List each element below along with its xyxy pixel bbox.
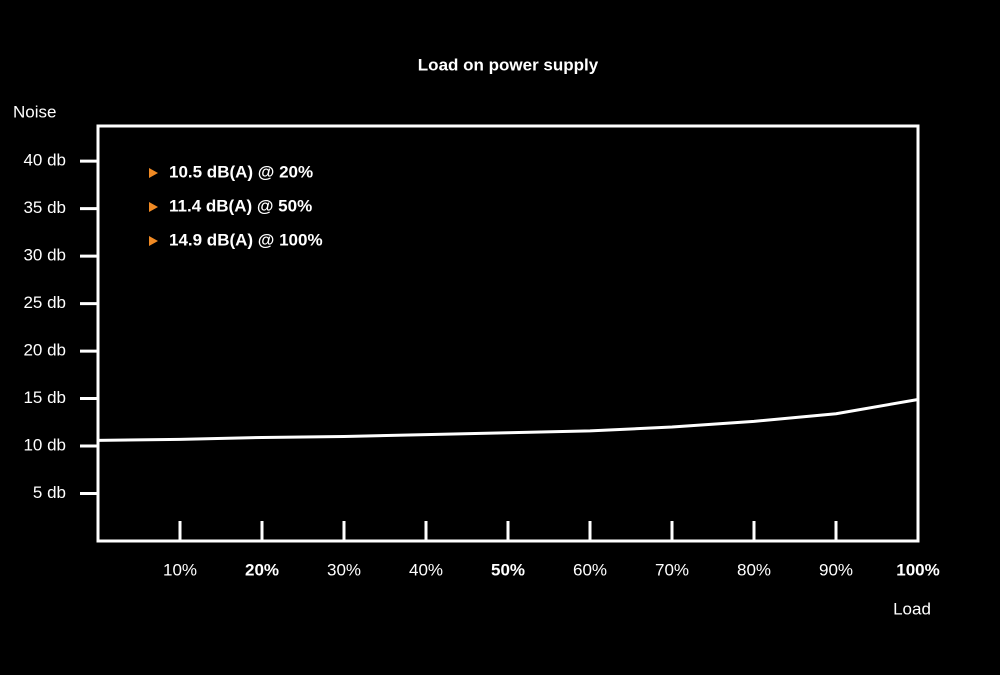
y-tick-label: 10 db [23,436,66,455]
y-tick-label: 30 db [23,246,66,265]
x-tick-label: 40% [409,560,443,579]
x-tick-label: 90% [819,560,853,579]
x-tick-label: 100% [896,560,939,579]
x-tick-label: 80% [737,560,771,579]
x-tick-label: 50% [491,560,525,579]
y-tick-label: 35 db [23,198,66,217]
annotation: 10.5 dB(A) @ 20% [169,162,313,181]
y-axis-label: Noise [13,102,56,121]
data-line [97,398,919,442]
annotation-marker [149,202,158,212]
x-tick-label: 20% [245,560,279,579]
annotation: 14.9 dB(A) @ 100% [169,230,323,249]
x-tick-label: 10% [163,560,197,579]
y-tick-label: 40 db [23,151,66,170]
x-tick-label: 30% [327,560,361,579]
annotation-marker [149,236,158,246]
y-tick-label: 5 db [33,483,66,502]
annotation-marker [149,168,158,178]
y-tick-label: 25 db [23,293,66,312]
chart-title: Load on power supply [418,55,599,74]
x-axis-label: Load [893,599,931,618]
x-tick-label: 70% [655,560,689,579]
y-tick-label: 20 db [23,341,66,360]
annotation: 11.4 dB(A) @ 50% [169,196,312,215]
y-tick-label: 15 db [23,388,66,407]
x-tick-label: 60% [573,560,607,579]
